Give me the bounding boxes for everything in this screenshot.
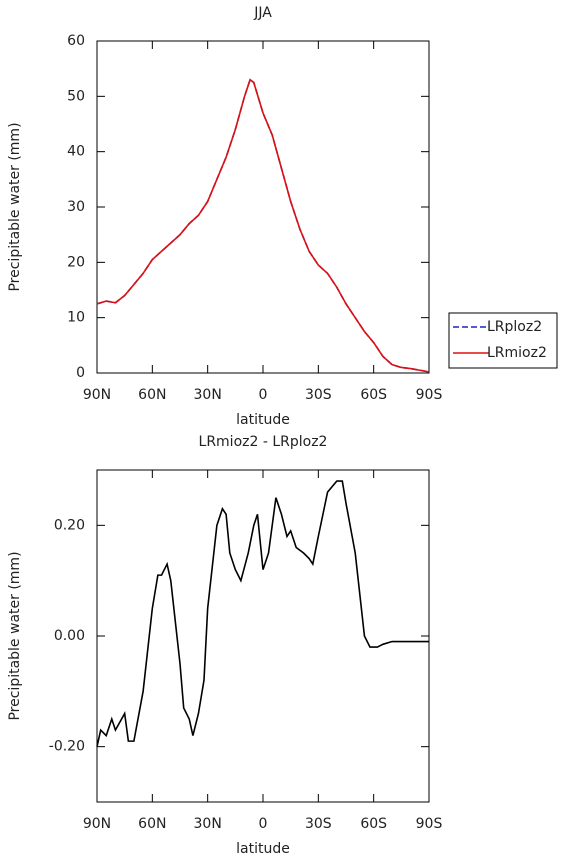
x-tick-label: 30S [305,387,332,403]
y-tick-label: 20 [67,254,85,270]
plot-frame [96,40,430,374]
x-tick-label: 60S [360,387,387,403]
y-tick-label: 0.00 [54,628,85,644]
y-axis-label: Precipitable water (mm) [7,551,23,720]
x-tick-label: 60N [138,387,166,403]
x-tick-label: 0 [259,816,268,832]
y-tick-label: 10 [67,310,85,326]
x-tick-label: 90N [83,387,111,403]
x-tick-label: 0 [259,387,268,403]
chart-title: LRmioz2 - LRploz2 [199,434,328,450]
legend-label: LRploz2 [487,319,542,335]
y-tick-label: 50 [67,88,85,104]
y-tick-label: 0 [76,365,85,381]
plot-frame [96,469,430,803]
data-line [96,480,429,747]
x-axis-label: latitude [236,412,290,428]
y-tick-label: 30 [67,199,85,215]
legend-box [448,312,558,369]
x-tick-label: 90S [416,816,443,832]
x-tick-label: 30S [305,816,332,832]
chart-title: JJA [253,5,272,21]
y-tick-label: 40 [67,144,85,160]
data-line [96,78,430,373]
data-line [96,78,430,373]
y-tick-label: -0.20 [49,739,85,755]
x-tick-label: 90N [83,816,111,832]
x-axis-label: latitude [236,841,290,857]
x-tick-label: 60S [360,816,387,832]
x-tick-label: 30N [194,816,222,832]
x-tick-label: 30N [194,387,222,403]
x-tick-label: 60N [138,816,166,832]
x-tick-label: 90S [416,387,443,403]
y-tick-label: 60 [67,33,85,49]
y-axis-label: Precipitable water (mm) [7,122,23,291]
y-tick-label: 0.20 [54,517,85,533]
legend-label: LRmioz2 [487,345,547,361]
